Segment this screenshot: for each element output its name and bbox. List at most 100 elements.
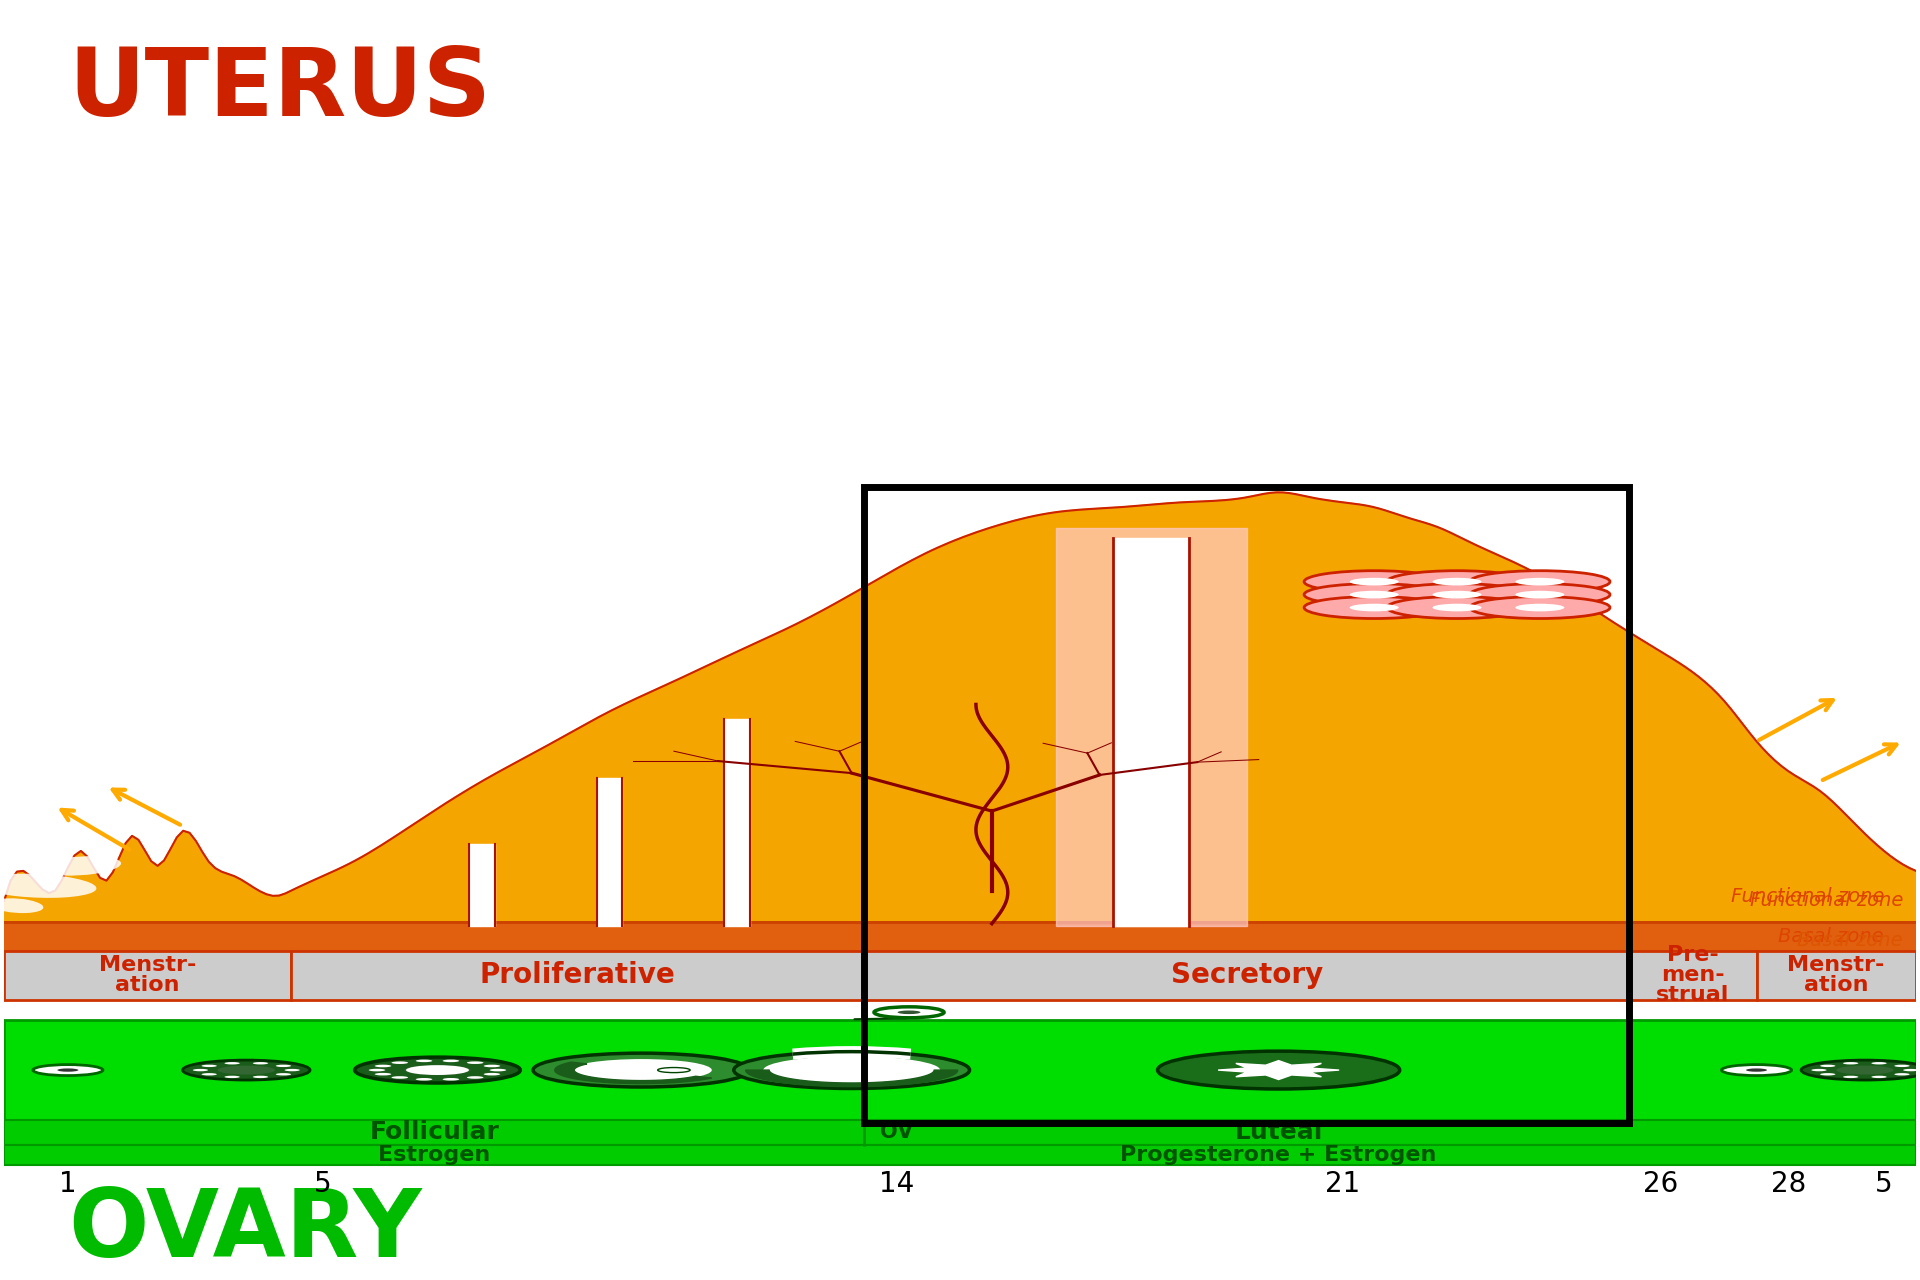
Circle shape (417, 1078, 432, 1080)
Circle shape (659, 1068, 689, 1073)
Circle shape (392, 1076, 409, 1079)
Bar (4, 920, 1916, 951)
Circle shape (490, 1069, 507, 1071)
Bar (4, 920, 1916, 924)
Bar (292, 951, 864, 1001)
Polygon shape (597, 778, 622, 925)
Bar (4, 1120, 1916, 1144)
Circle shape (253, 1075, 269, 1078)
Text: Functional zone: Functional zone (1749, 891, 1903, 910)
Circle shape (484, 1065, 501, 1068)
Circle shape (1843, 1075, 1859, 1078)
Circle shape (253, 1062, 269, 1065)
Circle shape (202, 1073, 217, 1075)
Polygon shape (4, 493, 1916, 920)
Text: OVARY: OVARY (67, 1184, 422, 1276)
Circle shape (1350, 591, 1400, 599)
Text: Pre-
men-
strual: Pre- men- strual (1657, 946, 1730, 1006)
Bar (4, 1144, 1916, 1165)
Text: Follicular: Follicular (369, 1120, 499, 1144)
Bar (1628, 951, 1757, 1001)
Circle shape (1722, 1065, 1791, 1075)
Circle shape (1872, 1075, 1887, 1078)
Circle shape (1471, 584, 1611, 605)
Polygon shape (745, 1070, 958, 1087)
Circle shape (1432, 604, 1482, 612)
Circle shape (1471, 571, 1611, 593)
Circle shape (1872, 1062, 1887, 1065)
Circle shape (1820, 1073, 1836, 1075)
Circle shape (1158, 1051, 1400, 1089)
Circle shape (225, 1075, 240, 1078)
Text: Menstr-
ation: Menstr- ation (1788, 955, 1885, 996)
Text: Basal zone: Basal zone (1797, 931, 1903, 950)
Circle shape (570, 1059, 712, 1082)
Bar (4, 1020, 1916, 1120)
Polygon shape (1114, 538, 1188, 925)
Text: 21: 21 (1325, 1170, 1359, 1198)
Text: 28: 28 (1770, 1170, 1807, 1198)
Circle shape (1515, 577, 1565, 585)
Circle shape (33, 1065, 104, 1075)
Circle shape (1801, 1060, 1920, 1080)
Circle shape (225, 1062, 240, 1065)
Circle shape (1350, 604, 1400, 612)
Text: 26: 26 (1644, 1170, 1678, 1198)
Circle shape (444, 1078, 459, 1080)
Polygon shape (468, 844, 495, 925)
Circle shape (392, 1061, 409, 1064)
Circle shape (374, 1073, 392, 1075)
Circle shape (1386, 571, 1526, 593)
Circle shape (874, 1007, 945, 1018)
Text: Proliferative: Proliferative (480, 961, 676, 989)
Circle shape (284, 1069, 300, 1071)
Circle shape (1903, 1069, 1918, 1071)
Text: 1: 1 (60, 1170, 77, 1198)
Circle shape (1304, 584, 1444, 605)
Circle shape (355, 1057, 520, 1083)
Circle shape (1386, 596, 1526, 618)
Circle shape (1350, 577, 1400, 585)
Circle shape (1515, 604, 1565, 612)
Circle shape (1843, 1062, 1859, 1065)
Circle shape (1836, 1065, 1893, 1075)
Polygon shape (1056, 527, 1246, 925)
Circle shape (405, 1065, 470, 1075)
Circle shape (58, 1069, 79, 1071)
Circle shape (217, 1065, 275, 1075)
Circle shape (276, 1065, 292, 1068)
Circle shape (369, 1069, 386, 1071)
Circle shape (733, 1052, 970, 1088)
Bar (864, 951, 1628, 1001)
Ellipse shape (0, 899, 44, 913)
Circle shape (1745, 1069, 1766, 1071)
Text: Functional zone: Functional zone (1730, 887, 1884, 906)
Text: Basal zone: Basal zone (1778, 927, 1884, 946)
Circle shape (484, 1073, 501, 1075)
Text: 5: 5 (1876, 1170, 1893, 1198)
Text: UTERUS: UTERUS (67, 44, 492, 136)
Circle shape (202, 1065, 217, 1068)
Polygon shape (555, 1062, 712, 1084)
Text: Estrogen: Estrogen (378, 1144, 490, 1165)
Polygon shape (1217, 1061, 1338, 1079)
Circle shape (1515, 591, 1565, 599)
Polygon shape (724, 719, 749, 925)
Circle shape (1895, 1073, 1910, 1075)
Circle shape (1820, 1065, 1836, 1068)
Bar (1757, 951, 1916, 1001)
Circle shape (182, 1060, 309, 1080)
Circle shape (1432, 577, 1482, 585)
Circle shape (374, 1065, 392, 1068)
Ellipse shape (40, 856, 121, 876)
Ellipse shape (0, 874, 96, 897)
Circle shape (192, 1069, 207, 1071)
Circle shape (417, 1060, 432, 1062)
Circle shape (467, 1061, 484, 1064)
Circle shape (1811, 1069, 1826, 1071)
Circle shape (467, 1076, 484, 1079)
Circle shape (1304, 596, 1444, 618)
Circle shape (1386, 584, 1526, 605)
Circle shape (1895, 1065, 1910, 1068)
Circle shape (405, 1065, 468, 1075)
